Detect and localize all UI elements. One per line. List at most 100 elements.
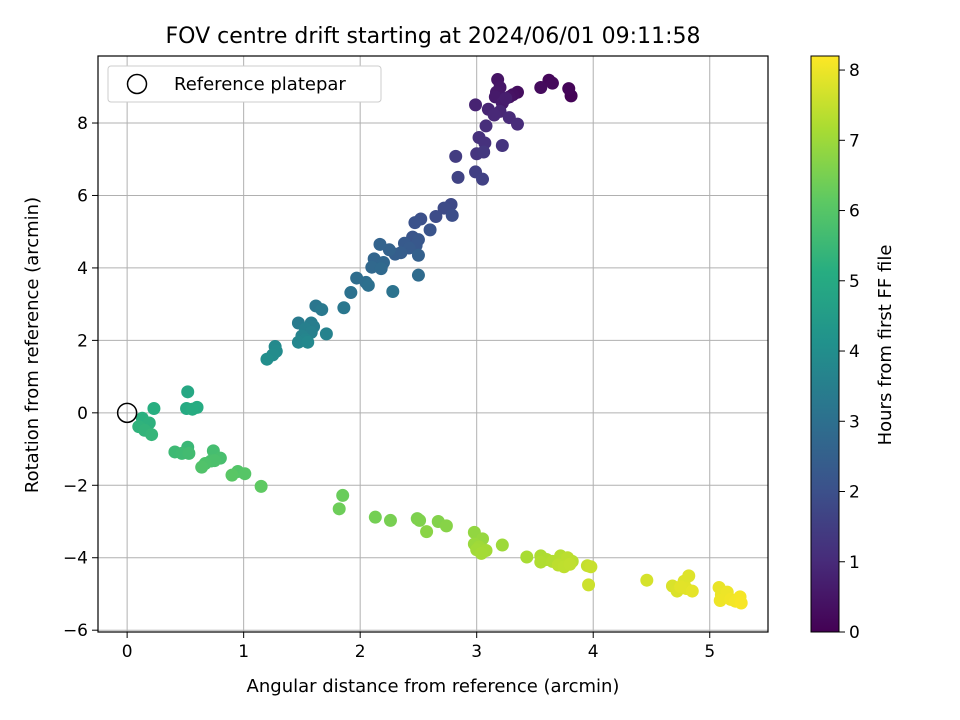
data-point xyxy=(476,172,490,186)
data-point xyxy=(319,327,333,341)
data-point xyxy=(640,573,654,587)
colorbar-tick-label: 6 xyxy=(849,202,860,222)
y-tick-label: −4 xyxy=(63,549,88,569)
data-point xyxy=(386,284,400,298)
colorbar-tick-label: 8 xyxy=(849,61,860,81)
colorbar: 0 1 2 3 4 5 6 7 8 Hours from first FF file xyxy=(810,55,896,643)
data-point xyxy=(445,208,459,222)
data-point xyxy=(510,117,524,131)
y-tick-label: 0 xyxy=(77,404,88,424)
y-axis-label: Rotation from reference (arcmin) xyxy=(22,197,43,493)
data-point xyxy=(520,550,534,564)
data-point xyxy=(685,584,699,598)
colorbar-tick-label: 3 xyxy=(849,412,860,432)
data-point xyxy=(336,488,350,502)
data-point xyxy=(713,593,727,607)
y-tick-label: −2 xyxy=(63,476,88,496)
legend-label-reference: Reference platepar xyxy=(174,74,346,95)
x-tick-label: 0 xyxy=(122,642,133,662)
data-point xyxy=(181,385,195,399)
data-point xyxy=(439,519,453,533)
data-point xyxy=(337,301,351,315)
data-point xyxy=(260,352,274,366)
legend: Reference platepar xyxy=(107,65,382,103)
x-tick-label: 3 xyxy=(471,642,482,662)
colorbar-tick-label: 0 xyxy=(849,623,860,643)
data-point xyxy=(451,170,465,184)
colorbar-tick-label: 2 xyxy=(849,483,860,503)
data-point xyxy=(474,546,488,560)
legend-marker-reference xyxy=(126,73,148,95)
data-point xyxy=(477,145,491,159)
colorbar-tick-label: 7 xyxy=(849,131,860,151)
data-point xyxy=(545,76,559,90)
data-point xyxy=(562,82,576,96)
data-point xyxy=(315,303,329,317)
data-point xyxy=(147,401,161,415)
x-tick-label: 2 xyxy=(355,642,366,662)
data-point xyxy=(469,98,483,112)
x-tick-label: 1 xyxy=(238,642,249,662)
data-point xyxy=(449,149,463,163)
data-point xyxy=(374,262,388,276)
data-point xyxy=(429,209,443,223)
data-point xyxy=(361,278,375,292)
y-tick-label: 2 xyxy=(77,331,88,351)
y-axis-ticks: −6 −4 −2 0 2 4 6 8 xyxy=(63,114,98,641)
x-axis-ticks: 0 1 2 3 4 5 xyxy=(122,632,715,662)
legend-box xyxy=(107,65,382,103)
y-tick-label: 4 xyxy=(77,259,88,279)
colorbar-tick-label: 1 xyxy=(849,553,860,573)
data-point xyxy=(225,468,239,482)
data-point xyxy=(534,555,548,569)
data-point xyxy=(195,460,209,474)
grid-lines xyxy=(98,56,768,632)
colorbar-tick-label: 4 xyxy=(849,342,860,362)
y-tick-label: −6 xyxy=(63,621,88,641)
data-point xyxy=(383,513,397,527)
data-point xyxy=(185,402,199,416)
data-point xyxy=(373,237,387,251)
colorbar-gradient xyxy=(810,55,840,633)
x-axis-label: Angular distance from reference (arcmin) xyxy=(247,676,620,697)
data-point xyxy=(368,510,382,524)
data-point xyxy=(411,248,425,262)
data-point xyxy=(584,560,598,574)
data-point xyxy=(487,108,501,122)
data-point xyxy=(291,335,305,349)
colorbar-tick-label: 5 xyxy=(849,272,860,292)
x-tick-label: 5 xyxy=(704,642,715,662)
data-point xyxy=(423,223,437,237)
data-point xyxy=(145,428,159,442)
x-tick-label: 4 xyxy=(588,642,599,662)
data-point xyxy=(495,538,509,552)
plot-frame xyxy=(97,55,769,633)
data-point xyxy=(534,81,548,95)
y-tick-label: 6 xyxy=(77,186,88,206)
data-point xyxy=(238,467,252,481)
data-points xyxy=(116,73,748,610)
data-point xyxy=(582,578,596,592)
y-tick-label: 8 xyxy=(77,114,88,134)
colorbar-label: Hours from first FF file xyxy=(875,245,896,446)
data-point xyxy=(332,502,346,516)
data-point xyxy=(420,525,434,539)
data-point xyxy=(301,335,315,349)
data-point xyxy=(182,446,196,460)
chart-title: FOV centre drift starting at 2024/06/01 … xyxy=(166,24,701,49)
data-point xyxy=(682,569,696,583)
colorbar-ticks: 0 1 2 3 4 5 6 7 8 xyxy=(839,61,860,643)
data-point xyxy=(344,286,358,300)
data-point xyxy=(563,557,577,571)
data-point xyxy=(674,580,688,594)
data-point xyxy=(495,138,509,152)
data-point xyxy=(408,216,422,230)
data-point xyxy=(499,91,513,105)
data-point xyxy=(734,596,748,610)
reference-point-marker xyxy=(116,402,138,424)
data-point xyxy=(413,513,427,527)
data-point xyxy=(479,119,493,133)
data-point xyxy=(254,479,268,493)
data-point xyxy=(411,268,425,282)
